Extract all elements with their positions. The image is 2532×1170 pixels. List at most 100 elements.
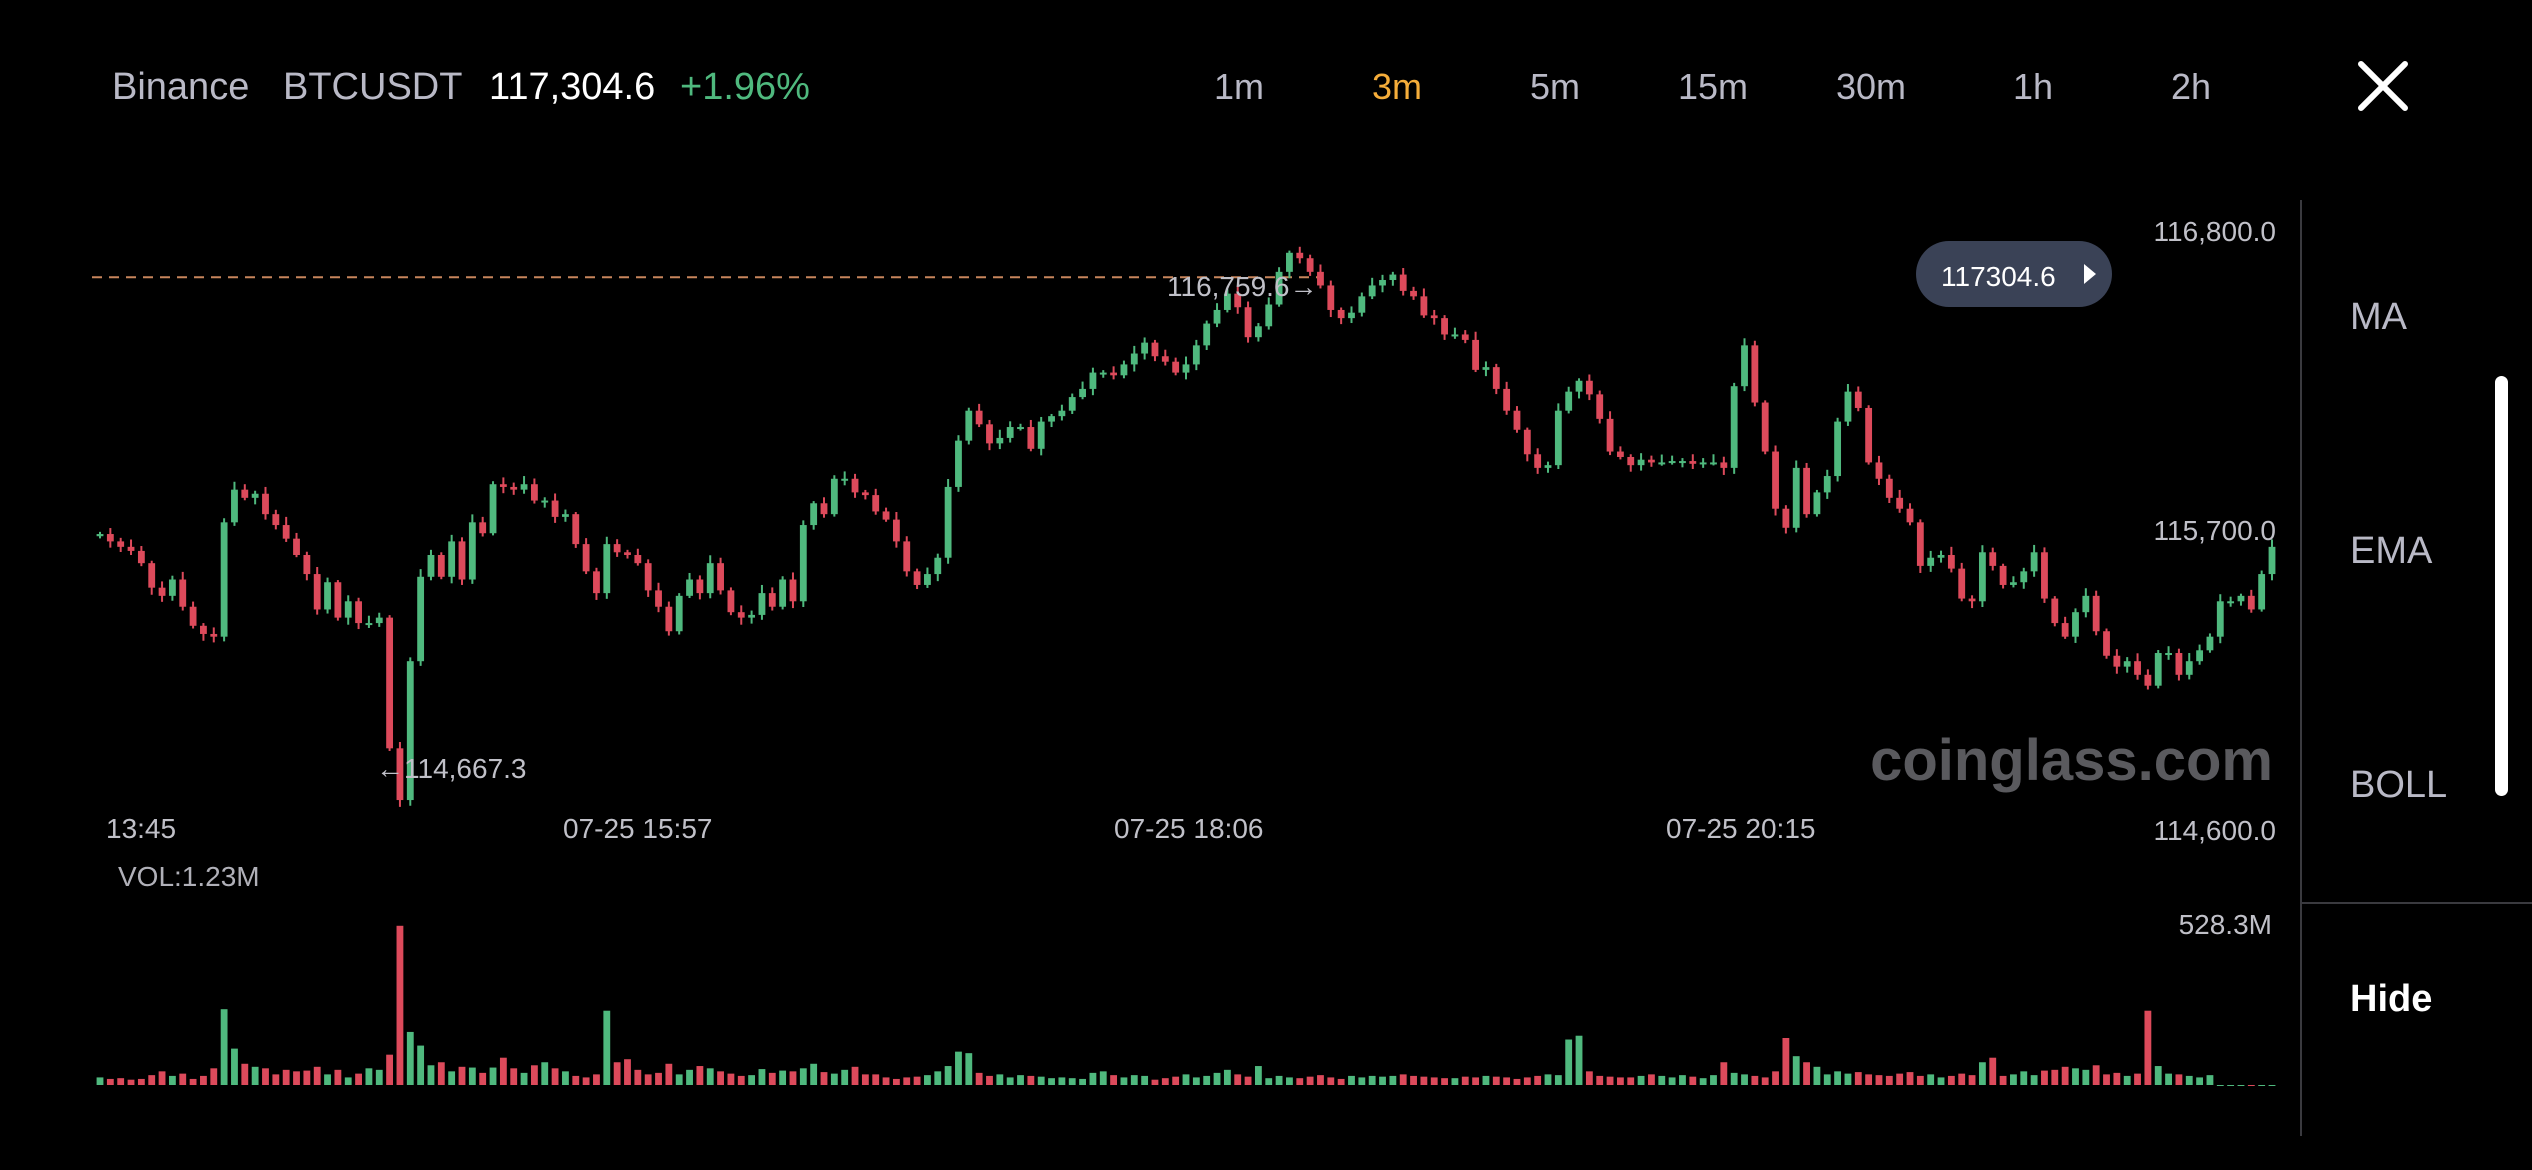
volume-bar <box>655 1072 662 1085</box>
interval-1m[interactable]: 1m <box>1214 66 1265 107</box>
candle-body <box>965 410 973 441</box>
candle-body <box>2010 582 2017 585</box>
candle-body <box>1513 410 1521 430</box>
candle-body <box>1120 364 1128 376</box>
indicator-ma[interactable]: MA <box>2350 296 2407 338</box>
volume-bar <box>789 1071 797 1085</box>
candle-body <box>448 541 456 577</box>
volume-bar <box>1337 1078 1345 1085</box>
candle-body <box>1679 461 1686 464</box>
interval-15m[interactable]: 15m <box>1678 66 1749 107</box>
candle-body <box>2061 623 2069 637</box>
candle-body <box>768 593 776 607</box>
volume-bar <box>892 1078 900 1085</box>
volume-bar <box>861 1074 869 1085</box>
candle-body <box>200 625 207 634</box>
candle-body <box>1379 280 1386 286</box>
volume-bar <box>1968 1075 1976 1085</box>
volume-bar <box>489 1067 497 1085</box>
candle-body <box>1079 388 1086 398</box>
volume-bar <box>220 1009 228 1085</box>
candle-body <box>1668 461 1676 464</box>
candle-body <box>334 582 342 618</box>
volume-bar <box>2175 1074 2183 1085</box>
candle-body <box>251 493 259 498</box>
play-icon <box>2084 264 2096 284</box>
candle-body <box>1627 456 1635 466</box>
candle-body <box>2185 661 2193 675</box>
hide-indicators-button[interactable]: Hide <box>2350 978 2433 1020</box>
interval-2h[interactable]: 2h <box>2171 66 2212 107</box>
volume-bar <box>1906 1072 1914 1085</box>
volume-bar <box>1027 1075 1035 1085</box>
candle-body <box>1254 326 1262 338</box>
volume-bar <box>282 1069 290 1085</box>
volume-bar <box>2030 1075 2038 1085</box>
candle-body <box>996 437 1004 444</box>
volume-bar <box>448 1071 456 1085</box>
current-price-tag-text: 117304.6 <box>1941 261 2056 292</box>
volume-bar <box>1317 1075 1324 1085</box>
volume-bar <box>872 1074 880 1085</box>
volume-bar <box>1741 1074 1748 1085</box>
volume-bar <box>1265 1078 1273 1085</box>
volume-bar <box>386 1054 394 1085</box>
volume-bar <box>1006 1077 1014 1085</box>
volume-bar <box>1596 1075 1604 1085</box>
candle-body <box>1317 271 1324 286</box>
candle-body <box>1503 388 1511 411</box>
candle-body <box>1006 427 1014 438</box>
indicator-boll[interactable]: BOLL <box>2350 764 2448 806</box>
current-price-tag: 117304.6 <box>1916 241 2112 307</box>
volume-bar <box>975 1072 983 1085</box>
candle-body <box>231 489 238 523</box>
candle-body <box>386 617 394 749</box>
panel-scrollbar[interactable] <box>2495 376 2508 796</box>
interval-3m[interactable]: 3m <box>1372 66 1423 107</box>
close-icon[interactable] <box>2355 58 2411 114</box>
indicator-ema[interactable]: EMA <box>2350 530 2433 572</box>
candle-body <box>1896 497 1904 509</box>
interval-30m[interactable]: 30m <box>1836 66 1907 107</box>
candle-body <box>913 571 921 585</box>
volume-bar <box>1751 1075 1759 1085</box>
candle-body <box>293 538 300 556</box>
volume-bar <box>262 1068 269 1085</box>
volume-bar <box>2154 1066 2162 1085</box>
volume-bar <box>2258 1085 2266 1086</box>
candle-body <box>2196 650 2204 662</box>
candle-body <box>1099 372 1107 375</box>
volume-bar <box>168 1075 176 1085</box>
candle-body <box>303 555 311 575</box>
volume-bar <box>1306 1076 1314 1085</box>
candlestick-chart[interactable]: coinglass.com 116,800.0 115,700.0 114,60… <box>0 0 2300 1170</box>
candle-body <box>1989 552 1997 566</box>
candle-body <box>2103 631 2110 656</box>
candle-body <box>2092 595 2100 632</box>
candle-body <box>1937 555 1945 558</box>
candle-body <box>1648 459 1655 463</box>
volume-bar <box>344 1077 352 1085</box>
price-axis-label-mid: 115,700.0 <box>2154 515 2277 546</box>
candle-body <box>1110 372 1118 376</box>
volume-bar <box>810 1063 818 1085</box>
candle-body <box>1637 459 1645 466</box>
volume-bar <box>106 1078 114 1085</box>
candle-body <box>1875 462 1883 479</box>
volume-bar <box>1130 1075 1138 1085</box>
volume-bar <box>1937 1077 1945 1085</box>
interval-5m[interactable]: 5m <box>1530 66 1581 107</box>
candle-body <box>1441 318 1448 335</box>
candle-body <box>696 579 704 594</box>
candle-body <box>1823 476 1831 493</box>
candle-body <box>1275 271 1283 305</box>
volume-bar <box>675 1074 683 1085</box>
volume-bar <box>1172 1076 1180 1085</box>
candle-body <box>1337 309 1345 319</box>
interval-1h[interactable]: 1h <box>2013 66 2054 107</box>
candle-body <box>530 484 538 501</box>
candle-body <box>1999 565 2007 585</box>
volume-bar <box>1875 1075 1883 1085</box>
time-axis-label-3: 07-25 20:15 <box>1666 813 1815 844</box>
volume-bar <box>1896 1073 1904 1085</box>
